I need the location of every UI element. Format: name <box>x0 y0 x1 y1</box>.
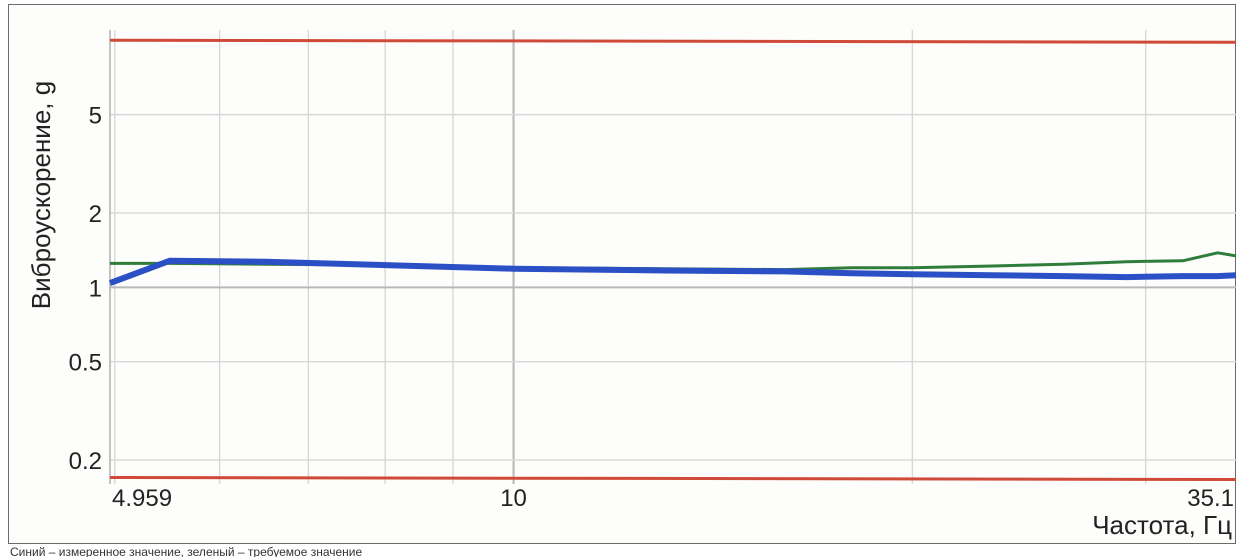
reference-line <box>109 475 1237 481</box>
series-lines <box>108 251 1237 286</box>
x-tick-labels: 4.959 10 35.1 <box>112 485 1234 512</box>
y-tick-label: 0.5 <box>69 350 102 377</box>
grid <box>109 30 1236 484</box>
y-tick-label: 1 <box>89 275 102 302</box>
reference-line <box>109 38 1237 44</box>
chart-caption: Синий – измеренное значение, зеленый – т… <box>10 545 363 557</box>
y-tick-label: 5 <box>89 103 102 130</box>
x-tick-label: 35.1 <box>1187 485 1234 512</box>
x-axis-title: Частота, Гц <box>1092 510 1232 540</box>
y-axis-title: Виброускорение, g <box>26 81 56 309</box>
y-tick-label: 0.2 <box>69 448 102 475</box>
x-tick-label: 10 <box>500 485 527 512</box>
reference-lines <box>109 38 1237 481</box>
y-tick-labels: 0.2 0.5 1 2 5 <box>69 103 102 475</box>
y-tick-label: 2 <box>89 201 102 228</box>
x-tick-label: 4.959 <box>112 485 172 512</box>
series-line-measured <box>108 257 1237 286</box>
